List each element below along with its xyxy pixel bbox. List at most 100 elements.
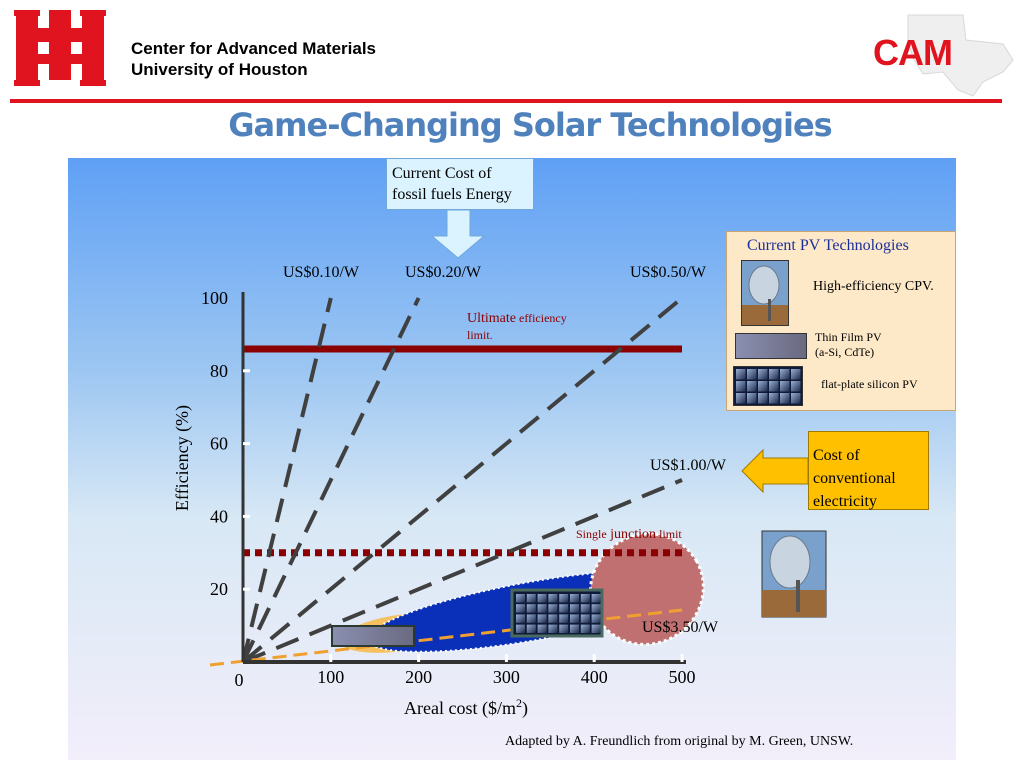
legend-silicon-cell <box>736 393 746 404</box>
silicon-cell <box>570 604 579 613</box>
silicon-cell <box>580 604 590 613</box>
x-axis-label-end: ) <box>522 698 528 719</box>
silicon-cell <box>591 614 601 623</box>
legend-silicon-cell <box>758 381 768 392</box>
pv-legend-title: Current PV Technologies <box>747 237 909 254</box>
silicon-cell <box>591 604 601 613</box>
legend-silicon-cell <box>736 369 746 380</box>
cpv-dish <box>769 535 811 589</box>
silicon-cell <box>526 594 536 603</box>
legend-silicon-cell <box>791 393 801 404</box>
x-tick-label: 400 <box>581 667 608 687</box>
cost-line-label: US$0.50/W <box>630 264 707 281</box>
silicon-cell <box>516 624 525 633</box>
legend-silicon-cell <box>769 381 779 392</box>
cost-line-1 <box>242 478 683 664</box>
fossil-callout-line1: Current Cost of <box>392 165 492 182</box>
pv-item-cpv-label: High-efficiency CPV. <box>813 279 934 294</box>
x-axis-label: Areal cost ($/m2) <box>404 696 528 719</box>
thin-film-image <box>331 625 415 647</box>
x-tick-label: 300 <box>493 667 520 687</box>
y-axis-label: Efficiency (%) <box>172 405 193 511</box>
cost-line-0.2 <box>241 297 421 663</box>
silicon-cell <box>548 594 558 603</box>
cpv-dish-icon <box>741 260 789 326</box>
silicon-cell <box>559 604 569 613</box>
legend-silicon-cell <box>747 381 757 392</box>
cpv-ground <box>762 590 826 617</box>
left-arrow-icon <box>741 448 809 494</box>
cost-callout-line3: electricity <box>813 493 877 510</box>
ultimate-limit-label-3: limit. <box>467 328 493 342</box>
legend-silicon-cell <box>780 369 790 380</box>
silicon-cell <box>580 614 590 623</box>
figure-credit: Adapted by A. Freundlich from original b… <box>505 734 854 749</box>
silicon-cell <box>559 594 569 603</box>
legend-silicon-cell <box>769 369 779 380</box>
y-tick-label: 80 <box>210 361 228 381</box>
silicon-cell <box>537 614 547 623</box>
cost-line-3.5 <box>209 608 683 667</box>
thin-film-icon <box>735 333 807 359</box>
single-junction-label-2: junction <box>607 527 656 542</box>
silicon-cell <box>591 594 601 603</box>
cost-line-0.1 <box>241 297 333 663</box>
institution-line2: University of Houston <box>131 60 308 79</box>
x-tick-label: 200 <box>405 667 432 687</box>
cam-logo-text: CAM <box>873 32 953 73</box>
x-tick-label: 500 <box>669 667 696 687</box>
legend-silicon-cell <box>780 381 790 392</box>
y-tick-label: 40 <box>210 506 228 526</box>
y-tick-label: 100 <box>201 288 228 308</box>
silicon-cell <box>580 594 590 603</box>
uh-logo-icon <box>14 10 106 86</box>
cam-texas-logo-icon <box>907 14 1014 97</box>
y-tick-label: 20 <box>210 579 228 599</box>
y-tick-label: 60 <box>210 434 228 454</box>
legend-silicon-cell <box>791 381 801 392</box>
chart-labels: US$0.10/W US$0.20/W US$0.50/W US$1.00/W US$3… <box>172 264 727 719</box>
silicon-cell <box>548 624 558 633</box>
cost-callout-line2: conventional <box>813 470 896 487</box>
conventional-electricity-callout: Cost of conventional electricity <box>808 431 929 510</box>
pv-item-thin-film-label-1: Thin Film PV <box>815 330 882 344</box>
silicon-cell <box>548 614 558 623</box>
institution-line1: Center for Advanced Materials <box>131 39 376 58</box>
ultimate-limit-label-2: efficiency <box>516 311 567 325</box>
silicon-cell <box>570 614 579 623</box>
legend-silicon-cell <box>747 393 757 404</box>
cost-line-0.5 <box>241 296 684 664</box>
legend-silicon-cell <box>758 369 768 380</box>
pv-item-silicon-label: flat-plate silicon PV <box>821 377 918 391</box>
x-tick-label: 100 <box>317 667 344 687</box>
silicon-cell <box>537 594 547 603</box>
silicon-cell <box>516 614 525 623</box>
pv-item-thin-film-label-2: (a-Si, CdTe) <box>815 345 875 359</box>
cpv-post <box>796 580 800 612</box>
legend-silicon-cell <box>758 393 768 404</box>
silicon-cell <box>580 624 590 633</box>
chart-axes <box>241 292 686 664</box>
down-arrow-icon <box>430 209 486 259</box>
silicon-cell <box>537 604 547 613</box>
cost-line-label: US$3.50/W <box>642 619 719 636</box>
silicon-cell <box>526 604 536 613</box>
silicon-cell <box>570 594 579 603</box>
limit-lines <box>243 345 682 557</box>
cost-lines <box>209 296 684 667</box>
cost-line-label: US$0.10/W <box>283 264 360 281</box>
silicon-panel-icon <box>733 366 803 406</box>
header-rule <box>10 99 1002 103</box>
x-tick-label: 0 <box>235 670 244 690</box>
legend-silicon-cell <box>747 369 757 380</box>
silicon-cell <box>559 614 569 623</box>
silicon-cell <box>516 594 525 603</box>
institution-name: Center for Advanced Materials University… <box>131 38 376 80</box>
silicon-cell <box>559 624 569 633</box>
legend-silicon-cell <box>791 369 801 380</box>
silicon-cell <box>570 624 579 633</box>
slide-title: Game-Changing Solar Technologies <box>228 106 832 144</box>
silicon-cell <box>516 604 525 613</box>
silicon-cell <box>591 624 601 633</box>
